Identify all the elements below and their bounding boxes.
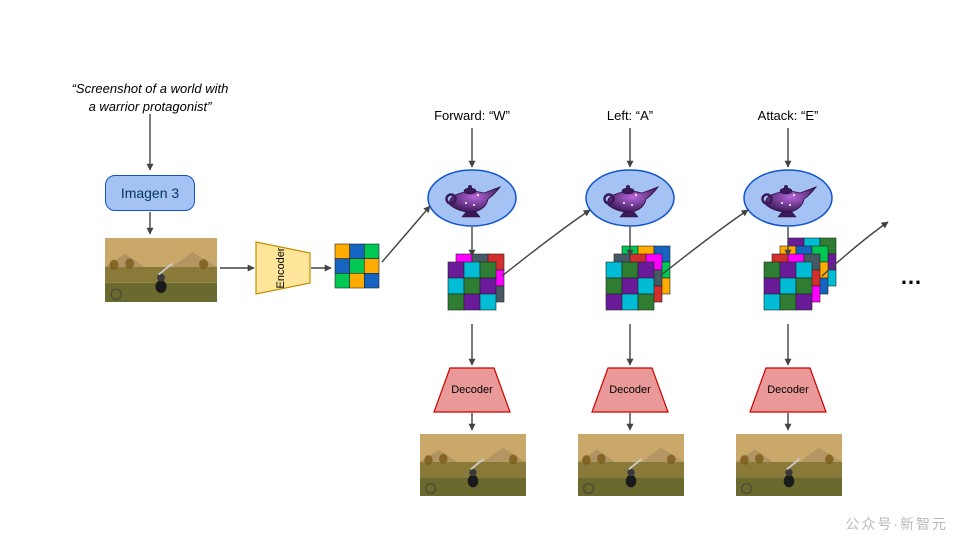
latent-grid [606,262,654,310]
latent-grid [764,262,812,310]
game-image-out0 [420,434,526,496]
latent-grid [448,262,496,310]
game-image-main [105,238,217,302]
encoder-label: Encoder [275,247,287,288]
latent-grid [335,244,379,288]
decoder-label-2: Decoder [767,384,809,396]
arrow-curved-2 [660,210,748,276]
arrow-curved-1 [502,210,590,276]
decoder-label-1: Decoder [609,384,651,396]
decoder-label-0: Decoder [451,384,493,396]
game-image-out1 [578,434,684,496]
diagram-stage: Encoder Decoder Decoder Decoder [0,0,960,540]
arrow-curved-0 [382,206,430,262]
game-image-out2 [736,434,842,496]
